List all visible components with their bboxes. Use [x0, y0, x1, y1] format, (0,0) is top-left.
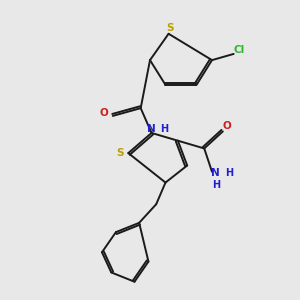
Text: H: H: [160, 124, 169, 134]
Text: Cl: Cl: [234, 45, 245, 55]
Text: N: N: [147, 124, 155, 134]
Text: S: S: [167, 23, 174, 33]
Text: S: S: [116, 148, 123, 158]
Text: N: N: [211, 168, 220, 178]
Text: H: H: [212, 180, 220, 190]
Text: O: O: [100, 108, 109, 118]
Text: H: H: [225, 168, 233, 178]
Text: O: O: [222, 121, 231, 131]
